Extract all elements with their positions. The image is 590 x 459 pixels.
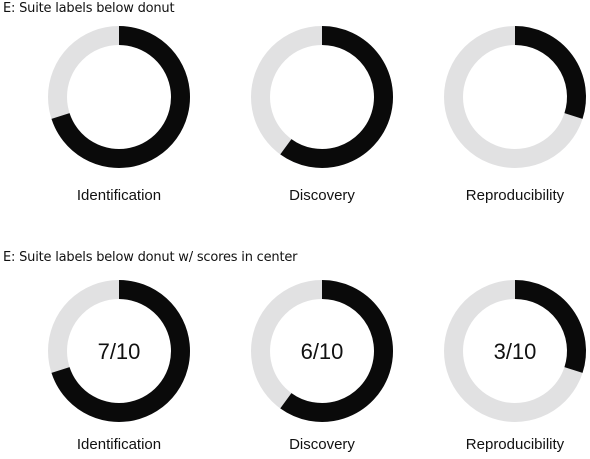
donut-arc-discovery — [280, 26, 393, 168]
panel-heading-top: E: Suite labels below donut — [3, 1, 175, 16]
score-discovery: 6/10 — [301, 339, 344, 364]
score-identification: 7/10 — [98, 339, 141, 364]
suite-label-identification: Identification — [77, 187, 161, 204]
donut-arc-identification — [51, 280, 190, 422]
donut-panel-2: Identification 7/10 Discovery 6/10 Reproduci… — [48, 280, 586, 453]
donut-arc-reproducibility — [514, 280, 586, 373]
panel-heading-bottom: E: Suite labels below donut w/ scores in… — [3, 250, 298, 265]
suite-label-discovery: Discovery — [289, 187, 355, 204]
suite-label-reproducibility: Reproducibility — [466, 187, 565, 204]
score-reproducibility: 3/10 — [494, 339, 537, 364]
suite-label-discovery: Discovery — [289, 436, 355, 453]
suite-label-reproducibility: Reproducibility — [466, 436, 565, 453]
donut-arc-reproducibility — [514, 26, 586, 119]
donut-arc-discovery — [280, 280, 393, 422]
donut-panel-1: Identification Discovery Reproducibility — [48, 26, 586, 204]
suite-label-identification: Identification — [77, 436, 161, 453]
donut-arc-identification — [51, 26, 190, 168]
